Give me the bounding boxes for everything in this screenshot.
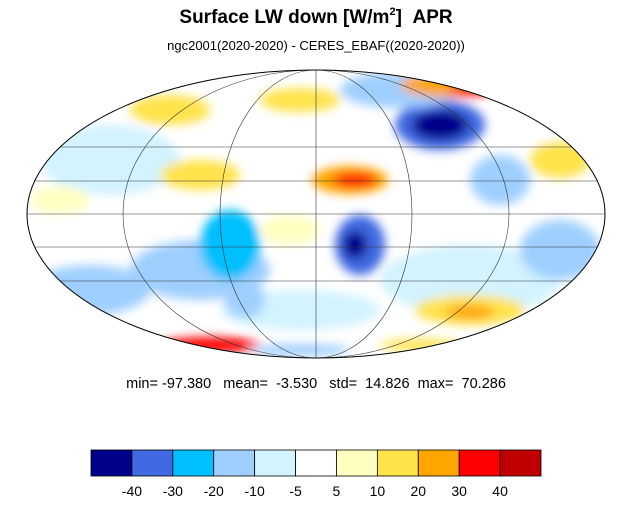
map-border (26, 69, 606, 359)
colorbar-tick-label: 40 (492, 483, 508, 499)
colorbar-tick-label: 10 (370, 483, 386, 499)
stats-line: min= -97.380 mean= -3.530 std= 14.826 ma… (0, 376, 632, 392)
mean-label: mean= (223, 376, 269, 392)
min-value: -97.380 (161, 376, 212, 392)
std-value: 14.826 (365, 376, 410, 392)
mean-value: -3.530 (276, 376, 318, 392)
min-label: min= (126, 376, 158, 392)
colorbar-swatch (417, 449, 460, 477)
title-month: APR (412, 7, 453, 28)
colorbar-tick-label: -20 (204, 483, 224, 499)
chart-title: Surface LW down [W/m2] APR (0, 6, 632, 29)
title-bracket: ] (395, 7, 402, 28)
colorbar-swatch (499, 449, 542, 477)
colorbar-swatch (376, 449, 419, 477)
chart-subtitle: ngc2001(2020-2020) - CERES_EBAF((2020-20… (167, 38, 465, 53)
colorbar-tick-label: -40 (122, 483, 142, 499)
std-label: std= (329, 376, 358, 392)
colorbar-tick-label: -5 (289, 483, 302, 499)
colorbar-swatch (213, 449, 256, 477)
colorbar-tick-label: 30 (451, 483, 467, 499)
title-text: Surface LW down [W/m (179, 7, 390, 28)
colorbar-swatch (131, 449, 174, 477)
colorbar-swatch (458, 449, 501, 477)
colorbar-tick-label: -10 (245, 483, 265, 499)
colorbar-tick-label: 5 (333, 483, 341, 499)
max-label: max= (417, 376, 454, 392)
colorbar-swatch (254, 449, 296, 477)
max-value: 70.286 (461, 376, 506, 392)
colorbar-swatch (336, 449, 378, 477)
colorbar-swatch (172, 449, 215, 477)
colorbar-swatch (295, 449, 337, 477)
title-superscript: 2 (389, 6, 396, 18)
colorbar-swatch (90, 449, 133, 477)
graticule (27, 70, 605, 358)
colorbar-tick-label: -30 (163, 483, 183, 499)
colorbar-tick-label: 20 (410, 483, 426, 499)
